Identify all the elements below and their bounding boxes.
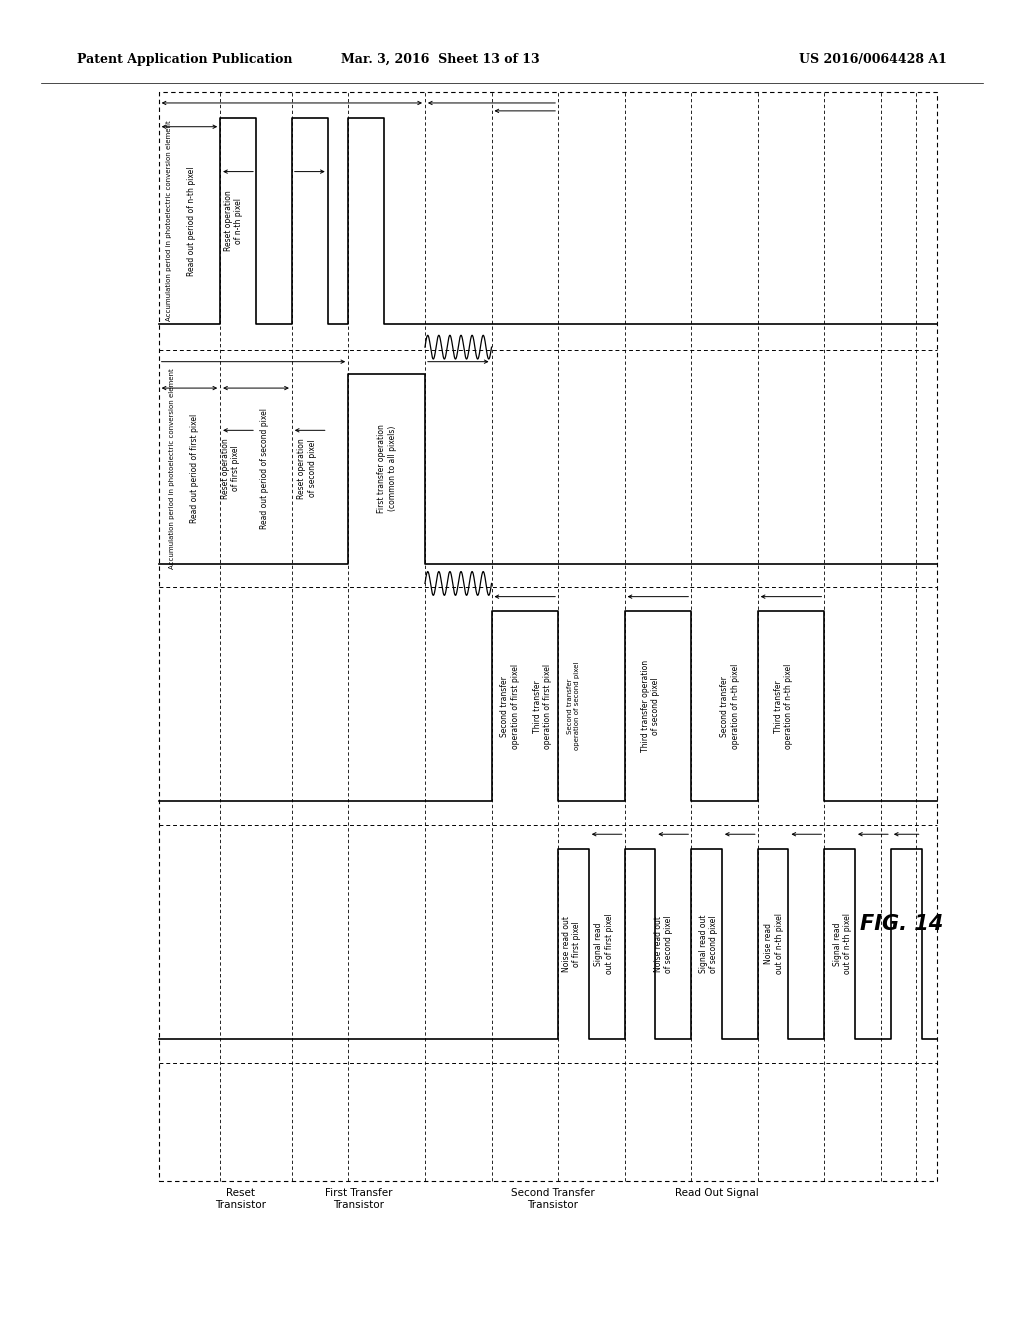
- Text: Reset operation
of n-th pixel: Reset operation of n-th pixel: [224, 190, 243, 252]
- Text: FIG. 14: FIG. 14: [860, 913, 943, 935]
- Text: Mar. 3, 2016  Sheet 13 of 13: Mar. 3, 2016 Sheet 13 of 13: [341, 53, 540, 66]
- Bar: [159, 92, 937, 1181]
- Text: First Transfer
Transistor: First Transfer Transistor: [325, 1188, 392, 1209]
- Text: Read out period of first pixel: Read out period of first pixel: [190, 414, 199, 523]
- Text: Second transfer
operation of n-th pixel: Second transfer operation of n-th pixel: [721, 664, 739, 748]
- Text: Third transfer
operation of n-th pixel: Third transfer operation of n-th pixel: [774, 664, 793, 748]
- Text: Read Out Signal: Read Out Signal: [675, 1188, 759, 1199]
- Text: Third transfer
operation of first pixel: Third transfer operation of first pixel: [534, 664, 552, 748]
- Text: First transfer operation
(common to all pixels): First transfer operation (common to all …: [378, 424, 396, 513]
- Text: Noise read out
of first pixel: Noise read out of first pixel: [562, 916, 581, 972]
- Text: Accumulation period in photoelectric conversion element: Accumulation period in photoelectric con…: [169, 368, 175, 569]
- Text: Noise read out
of second pixel: Noise read out of second pixel: [654, 915, 673, 973]
- Text: Reset operation
of second pixel: Reset operation of second pixel: [298, 438, 316, 499]
- Text: Third transfer operation
of second pixel: Third transfer operation of second pixel: [641, 660, 659, 752]
- Text: Noise read
out of n-th pixel: Noise read out of n-th pixel: [765, 913, 783, 974]
- Text: Signal read
out of first pixel: Signal read out of first pixel: [595, 913, 613, 974]
- Text: US 2016/0064428 A1: US 2016/0064428 A1: [799, 53, 946, 66]
- Text: Read out period of second pixel: Read out period of second pixel: [260, 408, 268, 529]
- Text: Reset operation
of first pixel: Reset operation of first pixel: [221, 438, 240, 499]
- Text: Patent Application Publication: Patent Application Publication: [77, 53, 292, 66]
- Text: Accumulation period in photoelectric conversion element: Accumulation period in photoelectric con…: [166, 120, 172, 322]
- Text: Read out period of n-th pixel: Read out period of n-th pixel: [187, 166, 196, 276]
- Text: Second transfer
operation of first pixel: Second transfer operation of first pixel: [501, 664, 519, 748]
- Text: Second Transfer
Transistor: Second Transfer Transistor: [511, 1188, 595, 1209]
- Text: Signal read out
of second pixel: Signal read out of second pixel: [699, 915, 718, 973]
- Text: Signal read
out of n-th pixel: Signal read out of n-th pixel: [834, 913, 852, 974]
- Text: Reset
Transistor: Reset Transistor: [215, 1188, 266, 1209]
- Text: Second transfer
operation of second pixel: Second transfer operation of second pixe…: [567, 663, 580, 750]
